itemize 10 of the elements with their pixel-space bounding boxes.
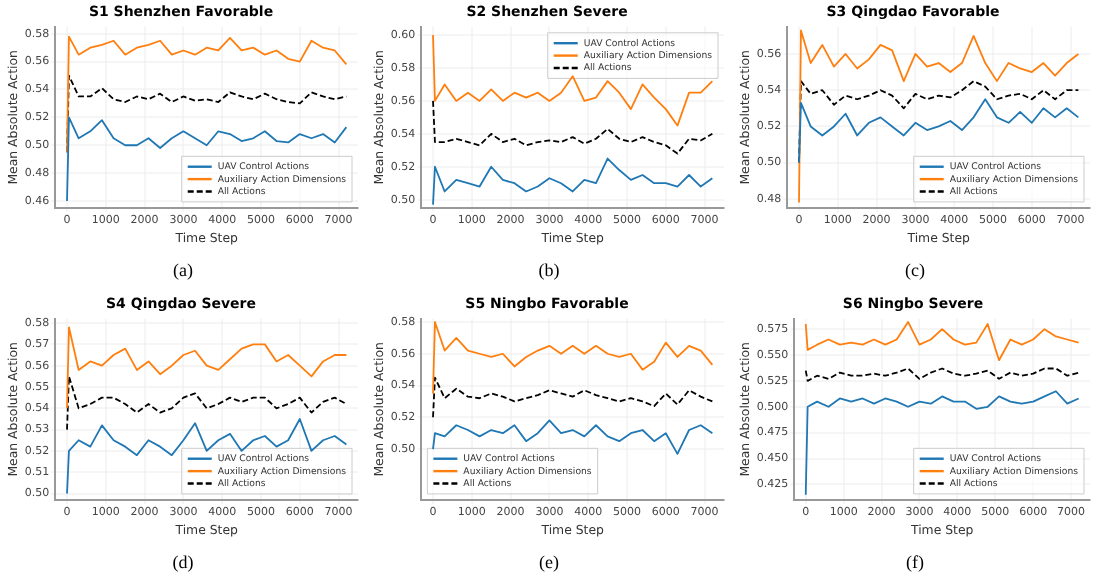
text: (d) bbox=[170, 552, 196, 572]
text: (f) bbox=[904, 552, 926, 572]
text: (a) bbox=[171, 260, 195, 280]
text: (e) bbox=[537, 552, 561, 572]
line-series bbox=[66, 375, 348, 431]
text: (b) bbox=[536, 260, 562, 280]
line-series bbox=[804, 367, 1080, 382]
line-series bbox=[432, 376, 714, 419]
text: (c) bbox=[903, 260, 927, 280]
line-series bbox=[432, 100, 714, 155]
